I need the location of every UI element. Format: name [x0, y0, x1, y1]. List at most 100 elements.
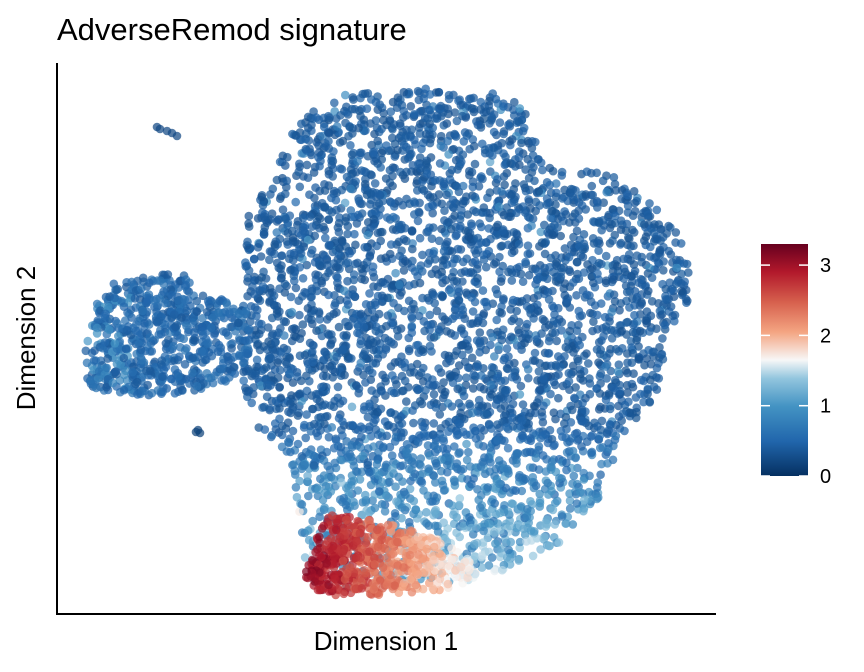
- scatter-point: [351, 584, 361, 593]
- scatter-point: [370, 129, 379, 139]
- scatter-point: [383, 293, 392, 303]
- scatter-point: [499, 129, 509, 139]
- scatter-point: [147, 347, 157, 356]
- scatter-point: [322, 372, 331, 381]
- scatter-point: [518, 127, 528, 136]
- scatter-point: [457, 350, 467, 360]
- scatter-point: [356, 443, 366, 452]
- scatter-point: [447, 402, 457, 411]
- scatter-point: [564, 368, 574, 378]
- scatter-point: [167, 290, 176, 300]
- scatter-point: [302, 129, 311, 138]
- scatter-point: [138, 306, 147, 316]
- scatter-point: [662, 229, 671, 238]
- scatter-point: [259, 230, 269, 239]
- scatter-point: [174, 372, 183, 381]
- scatter-point: [415, 233, 425, 243]
- scatter-point: [596, 299, 606, 308]
- scatter-point: [320, 348, 330, 357]
- scatter-point: [395, 291, 405, 300]
- scatter-point: [401, 256, 410, 266]
- scatter-point: [324, 128, 334, 138]
- scatter-point: [668, 311, 677, 321]
- scatter-point: [402, 406, 411, 416]
- scatter-point: [617, 326, 626, 336]
- scatter-point: [572, 291, 581, 300]
- scatter-point: [466, 462, 475, 471]
- scatter-point: [161, 339, 171, 348]
- scatter-point: [576, 369, 585, 379]
- scatter-point: [595, 371, 605, 381]
- scatter-point: [136, 345, 146, 355]
- scatter-point: [509, 295, 518, 305]
- scatter-point: [435, 410, 445, 419]
- scatter-point: [328, 542, 338, 551]
- scatter-point: [657, 310, 667, 319]
- scatter-point: [602, 374, 611, 383]
- scatter-point: [581, 393, 590, 403]
- scatter-point: [353, 486, 363, 495]
- scatter-point: [499, 172, 509, 181]
- scatter-point: [492, 315, 502, 325]
- scatter-point: [540, 316, 549, 326]
- scatter-point: [558, 381, 568, 391]
- scatter-point: [471, 371, 480, 381]
- scatter-point: [655, 245, 665, 255]
- scatter-point: [561, 210, 571, 219]
- scatter-point: [349, 461, 359, 471]
- scatter-point: [354, 123, 363, 133]
- scatter-point: [339, 286, 349, 296]
- scatter-point: [514, 556, 524, 565]
- scatter-point: [437, 385, 447, 394]
- scatter-point: [471, 249, 481, 258]
- scatter-point: [607, 307, 616, 317]
- scatter-point: [321, 142, 330, 151]
- scatter-point: [342, 331, 351, 340]
- scatter-point: [421, 129, 431, 139]
- scatter-point: [388, 371, 397, 380]
- scatter-point: [612, 255, 622, 265]
- scatter-point: [361, 497, 371, 507]
- scatter-point: [260, 212, 269, 221]
- scatter-point: [517, 138, 526, 148]
- scatter-point: [418, 554, 428, 563]
- scatter-point: [443, 467, 452, 477]
- scatter-point: [502, 423, 512, 432]
- scatter-point: [462, 373, 471, 383]
- scatter-point: [275, 284, 284, 294]
- scatter-point: [287, 307, 297, 317]
- scatter-point: [112, 359, 122, 369]
- scatter-point: [127, 277, 136, 287]
- scatter-point: [595, 389, 605, 398]
- scatter-point: [636, 389, 645, 399]
- scatter-point: [317, 524, 327, 533]
- scatter-point: [629, 187, 639, 196]
- scatter-point: [499, 102, 508, 111]
- scatter-point: [528, 473, 538, 482]
- scatter-point: [581, 190, 591, 199]
- scatter-point: [565, 496, 575, 506]
- scatter-point: [247, 398, 256, 408]
- scatter-point: [213, 347, 223, 357]
- scatter-point: [459, 521, 468, 531]
- scatter-point: [351, 240, 360, 250]
- scatter-point: [356, 422, 366, 432]
- scatter-point: [160, 320, 170, 330]
- scatter-point: [357, 432, 366, 442]
- scatter-point: [683, 296, 692, 306]
- scatter-point: [456, 408, 466, 418]
- scatter-point: [496, 277, 506, 286]
- scatter-point: [343, 505, 352, 515]
- scatter-point: [453, 244, 463, 254]
- scatter-point: [487, 390, 497, 399]
- scatter-point: [404, 344, 414, 354]
- scatter-point: [365, 200, 375, 209]
- scatter-point: [266, 353, 275, 363]
- scatter-point: [624, 397, 633, 407]
- scatter-point: [413, 438, 423, 447]
- scatter-point: [422, 508, 431, 517]
- scatter-point: [476, 97, 486, 107]
- scatter-point: [334, 227, 344, 237]
- scatter-point: [593, 422, 602, 431]
- scatter-point: [371, 326, 381, 336]
